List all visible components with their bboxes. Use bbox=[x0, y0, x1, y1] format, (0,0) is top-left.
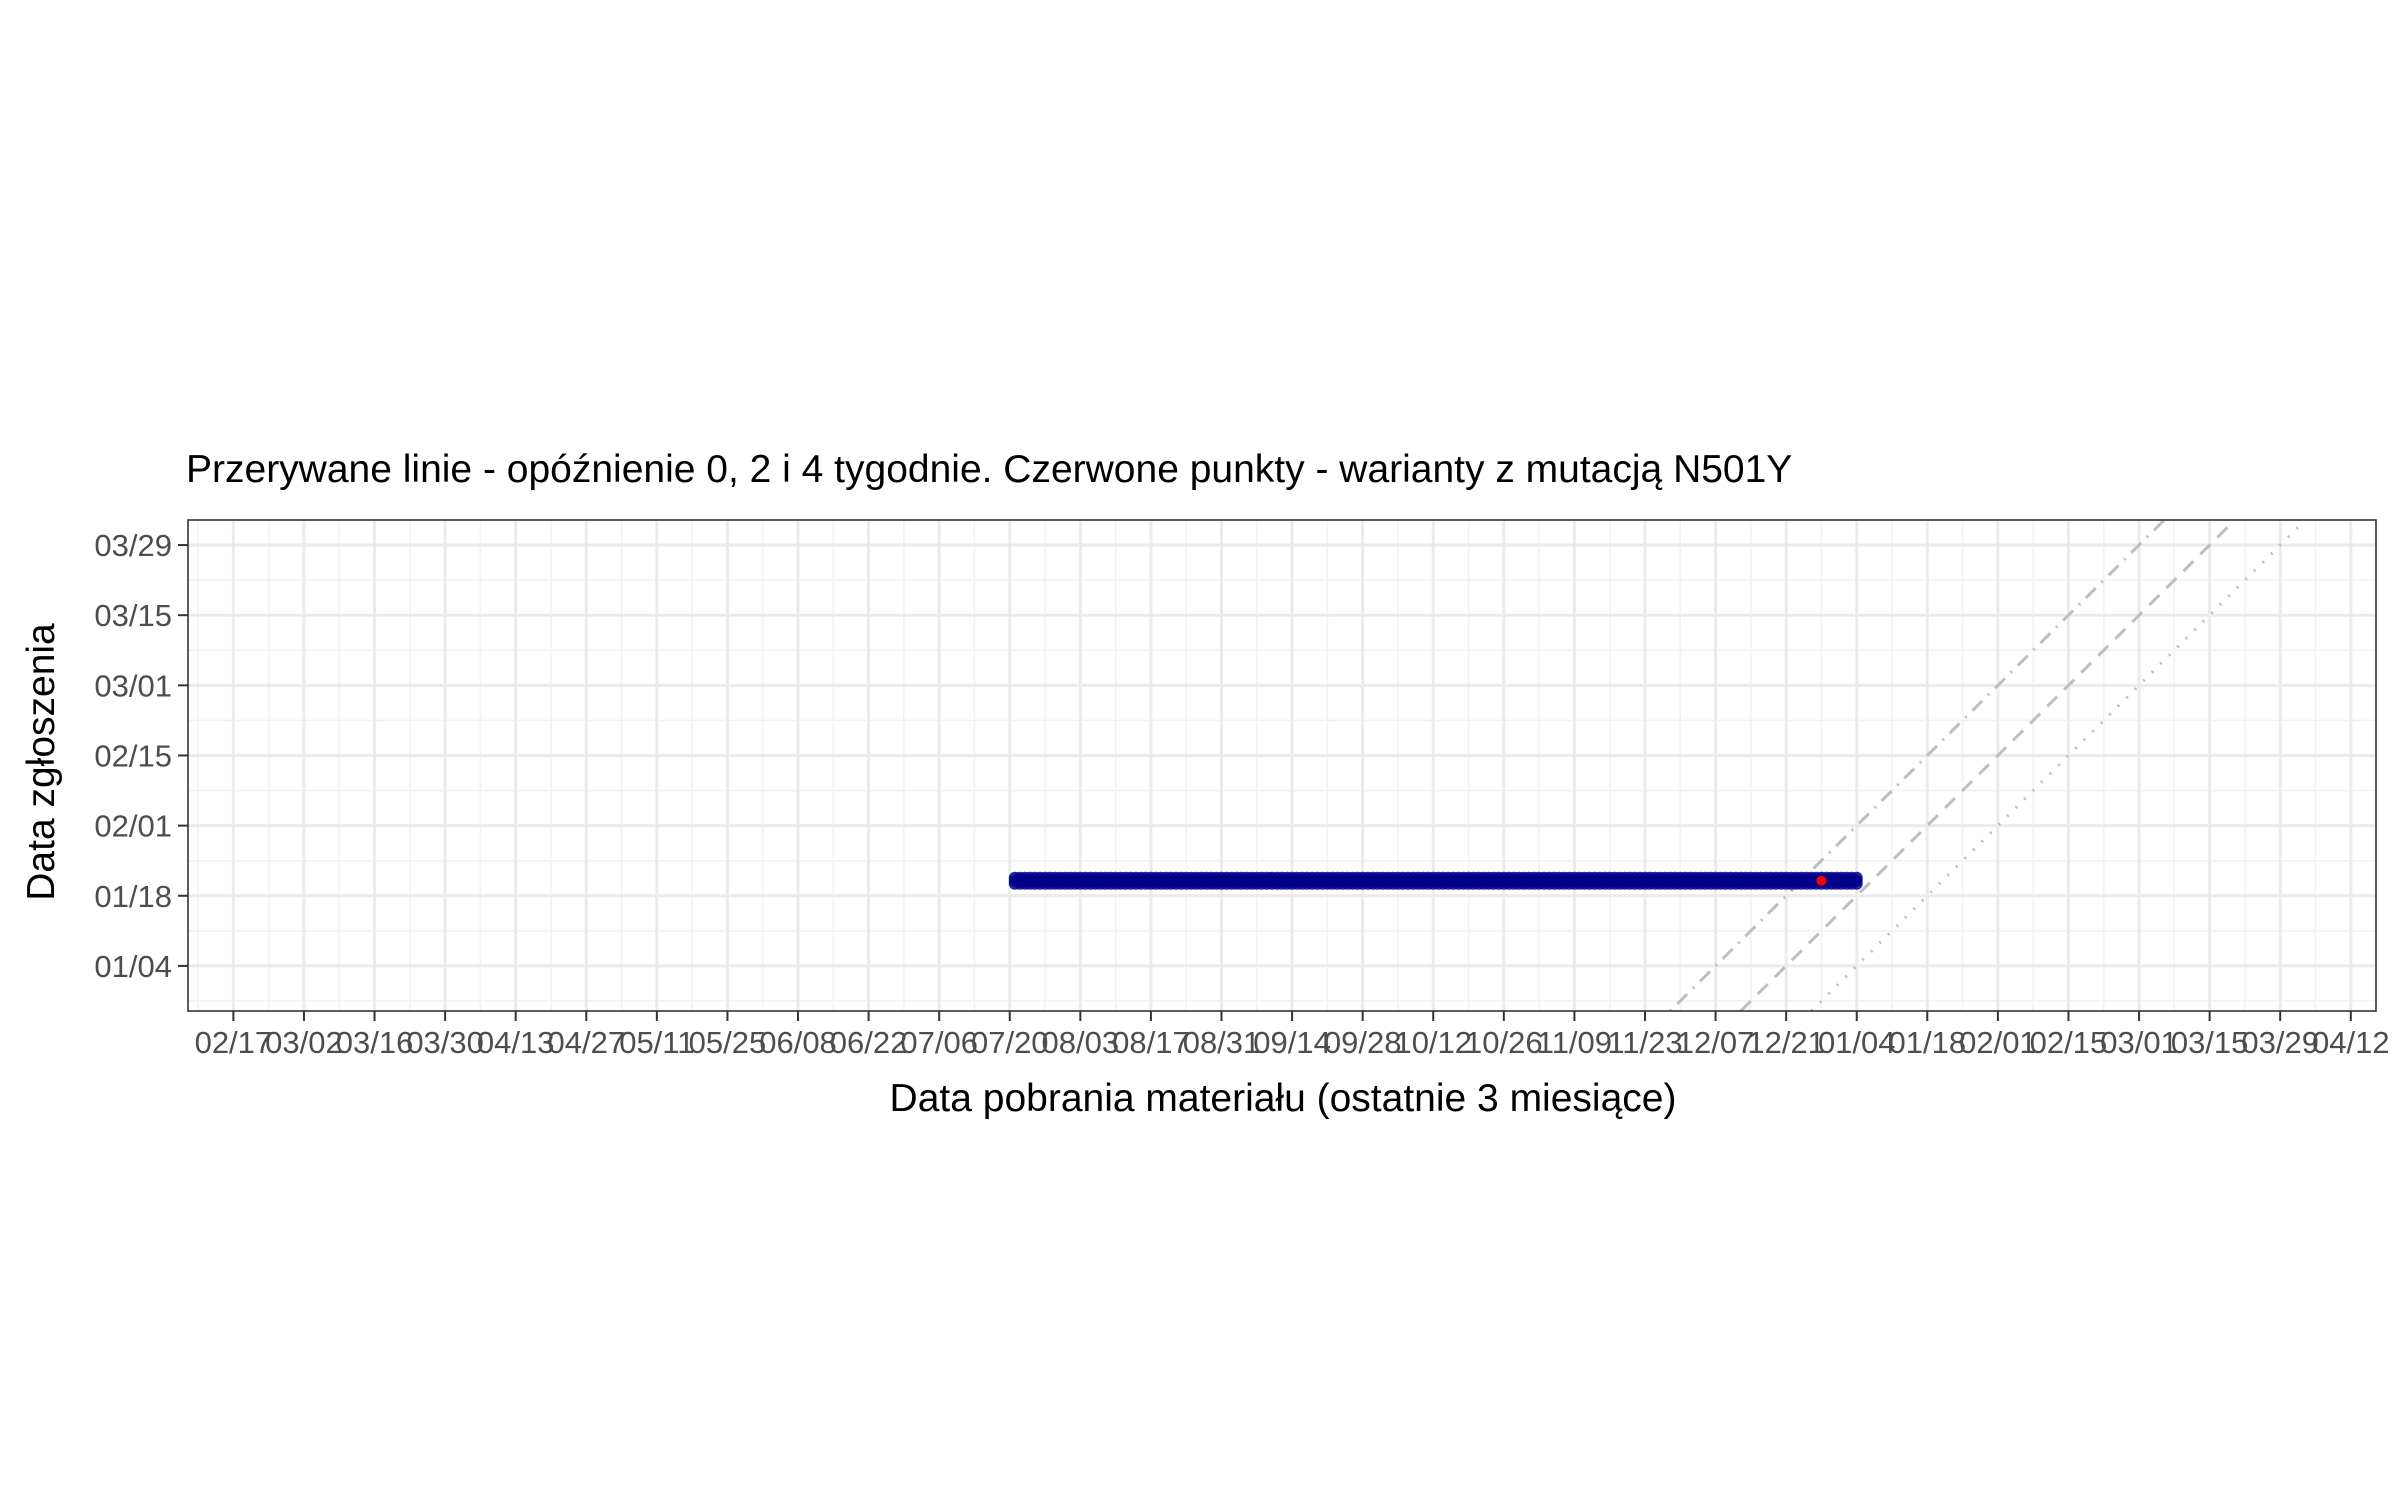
x-tick-label: 09/28 bbox=[1324, 1025, 1402, 1060]
panel-border bbox=[187, 519, 2377, 1012]
x-tick-label: 10/12 bbox=[1394, 1025, 1472, 1060]
y-tick-label: 01/18 bbox=[94, 879, 172, 914]
reference-line-0w bbox=[1810, 520, 2307, 1011]
x-tick-label: 06/22 bbox=[830, 1025, 908, 1060]
x-tick-label: 09/14 bbox=[1253, 1025, 1331, 1060]
y-tick-label: 01/04 bbox=[94, 949, 172, 984]
x-axis-title: Data pobrania materiału (ostatnie 3 mies… bbox=[890, 1077, 1677, 1120]
x-tick-label: 12/07 bbox=[1677, 1025, 1755, 1060]
data-point-n501y bbox=[1816, 875, 1827, 886]
x-tick-label: 03/01 bbox=[2100, 1025, 2178, 1060]
reference-line-2w bbox=[1739, 520, 2236, 1011]
x-tick-label: 05/11 bbox=[619, 1025, 694, 1060]
x-tick-label: 10/26 bbox=[1465, 1025, 1543, 1060]
x-tick-label: 04/12 bbox=[2312, 1025, 2390, 1060]
data-points bbox=[1008, 871, 1863, 890]
y-tick-label: 02/01 bbox=[94, 809, 172, 844]
major-grid bbox=[188, 520, 2376, 1011]
x-tick-label: 03/15 bbox=[2171, 1025, 2249, 1060]
x-tick-label: 03/16 bbox=[336, 1025, 414, 1060]
x-tick-label: 07/06 bbox=[900, 1025, 978, 1060]
x-tick-label: 01/04 bbox=[1818, 1025, 1896, 1060]
data-point bbox=[1850, 877, 1863, 890]
x-tick-label: 03/02 bbox=[265, 1025, 343, 1060]
y-tick-label: 03/01 bbox=[94, 668, 172, 703]
chart-title: Przerywane linie - opóźnienie 0, 2 i 4 t… bbox=[186, 448, 1792, 491]
y-tick-label: 03/15 bbox=[94, 598, 172, 633]
y-axis: 01/04 01/18 02/01 02/15 03/01 03/15 03/29 bbox=[94, 528, 188, 984]
x-axis: 02/1703/0203/1603/3004/1304/2705/1105/25… bbox=[195, 1011, 2390, 1060]
x-tick-label: 04/13 bbox=[477, 1025, 555, 1060]
x-tick-label: 02/17 bbox=[195, 1025, 273, 1060]
x-tick-label: 02/15 bbox=[2030, 1025, 2108, 1060]
x-tick-label: 08/31 bbox=[1183, 1025, 1261, 1060]
x-tick-label: 05/25 bbox=[689, 1025, 767, 1060]
x-tick-label: 04/27 bbox=[547, 1025, 625, 1060]
reference-line-4w bbox=[1669, 520, 2166, 1011]
x-tick-label: 06/08 bbox=[759, 1025, 837, 1060]
y-axis-title: Data zgłoszenia bbox=[20, 623, 63, 901]
y-tick-label: 03/29 bbox=[94, 528, 172, 563]
x-tick-label: 03/29 bbox=[2241, 1025, 2319, 1060]
x-tick-label: 08/03 bbox=[1042, 1025, 1120, 1060]
x-tick-label: 08/17 bbox=[1112, 1025, 1190, 1060]
x-tick-label: 07/20 bbox=[971, 1025, 1049, 1060]
x-tick-label: 02/01 bbox=[1959, 1025, 2037, 1060]
x-tick-label: 01/18 bbox=[1889, 1025, 1967, 1060]
y-tick-label: 02/15 bbox=[94, 738, 172, 773]
x-tick-label: 11/23 bbox=[1607, 1025, 1682, 1060]
x-tick-label: 11/09 bbox=[1537, 1025, 1612, 1060]
x-tick-label: 12/21 bbox=[1747, 1025, 1825, 1060]
x-tick-label: 03/30 bbox=[406, 1025, 484, 1060]
reference-lines bbox=[1669, 520, 2307, 1011]
